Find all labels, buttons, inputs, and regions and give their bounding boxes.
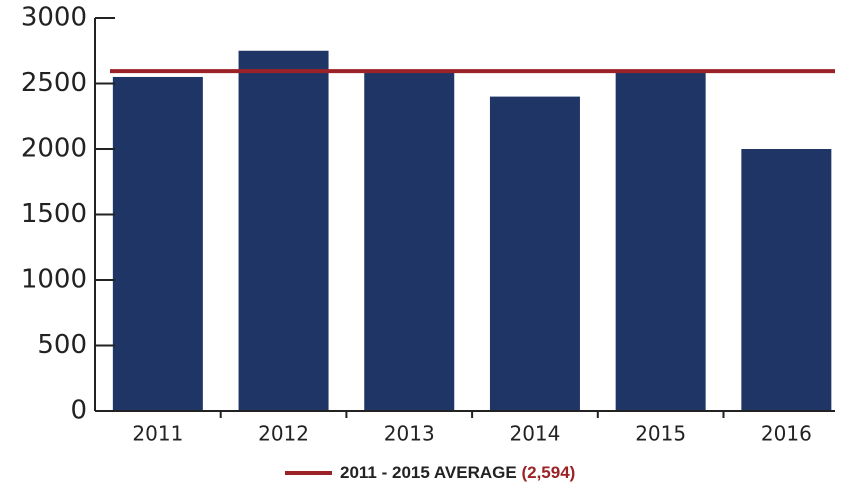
y-tick-label: 3000 bbox=[21, 3, 87, 33]
y-tick-label: 1000 bbox=[21, 265, 87, 295]
x-tick-label: 2012 bbox=[258, 422, 309, 446]
x-tick-label: 2013 bbox=[384, 422, 435, 446]
bar bbox=[364, 70, 455, 412]
legend-label: 2011 - 2015 AVERAGE (2,594) bbox=[340, 463, 575, 482]
legend-value: (2,594) bbox=[521, 463, 575, 482]
bar bbox=[489, 96, 580, 411]
x-tick-label: 2011 bbox=[132, 422, 183, 446]
x-tick-label: 2014 bbox=[509, 422, 560, 446]
y-tick-label: 1500 bbox=[21, 199, 87, 229]
legend-name: 2011 - 2015 AVERAGE bbox=[340, 463, 517, 482]
y-tick-label: 500 bbox=[37, 330, 87, 360]
x-tick-label: 2015 bbox=[635, 422, 686, 446]
bar bbox=[741, 149, 832, 411]
y-tick-label: 2000 bbox=[21, 134, 87, 164]
x-tick-label: 2016 bbox=[761, 422, 812, 446]
legend: 2011 - 2015 AVERAGE (2,594) bbox=[285, 463, 575, 482]
bar bbox=[112, 76, 203, 411]
y-tick-label: 0 bbox=[70, 396, 87, 426]
bar bbox=[615, 70, 706, 412]
bar bbox=[238, 50, 329, 411]
y-tick-label: 2500 bbox=[21, 68, 87, 98]
